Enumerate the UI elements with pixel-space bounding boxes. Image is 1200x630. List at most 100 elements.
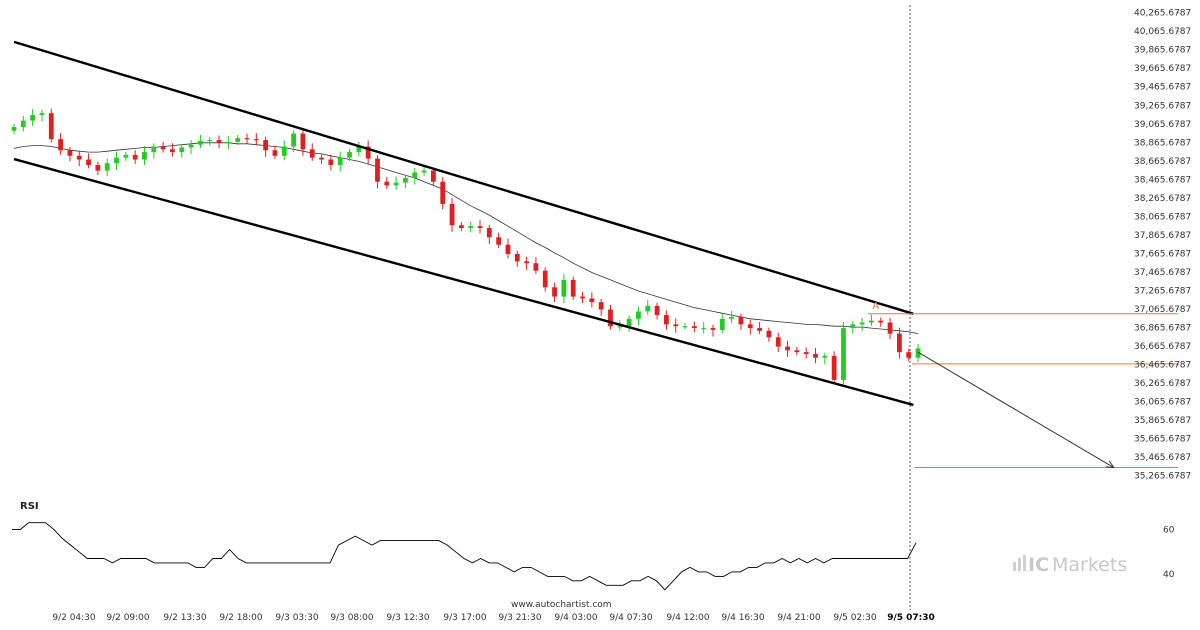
- candle-body: [570, 279, 576, 297]
- candle-body: [897, 333, 902, 353]
- candle-body: [757, 328, 762, 331]
- candle-body: [309, 149, 315, 158]
- y-tick-label: 37,265.6787: [1134, 286, 1191, 296]
- candle-body: [580, 296, 585, 299]
- candle-body: [505, 244, 511, 254]
- candle-body: [869, 320, 874, 323]
- candle-body: [859, 322, 865, 325]
- candle-body: [654, 305, 660, 316]
- moving-average-series: [13, 142, 919, 334]
- candle-body: [58, 139, 63, 151]
- candle-body: [803, 352, 809, 355]
- candle-body: [831, 355, 837, 380]
- y-tick-label: 35,665.6787: [1134, 435, 1191, 445]
- candle-body: [598, 302, 604, 310]
- y-tick-label: 36,065.6787: [1134, 398, 1191, 408]
- candle-body: [626, 318, 632, 327]
- y-tick-label: 36,265.6787: [1134, 379, 1191, 389]
- candle-body: [356, 146, 362, 153]
- candle-body: [542, 270, 548, 288]
- x-tick-label: 9/2 13:30: [163, 613, 207, 623]
- candle-body: [747, 324, 753, 329]
- candle-body: [95, 165, 101, 171]
- x-tick-label: 9/5 02:30: [833, 613, 877, 623]
- candle-body: [664, 315, 669, 325]
- candle-body: [375, 158, 380, 182]
- y-tick-label: 38,665.6787: [1134, 157, 1191, 167]
- rsi-line: [12, 522, 917, 591]
- y-tick-label: 39,465.6787: [1134, 83, 1191, 93]
- candle-body: [39, 113, 45, 116]
- y-tick-label: 37,865.6787: [1134, 231, 1191, 241]
- candle-body: [337, 157, 343, 166]
- y-tick-label: 35,465.6787: [1134, 453, 1191, 463]
- candle-body: [253, 139, 259, 141]
- y-tick-label: 36,465.6787: [1134, 361, 1191, 371]
- target-levels: A: [868, 301, 1178, 469]
- y-tick-label: 40,265.6787: [1134, 9, 1191, 19]
- y-tick-label: 36,865.6787: [1134, 324, 1191, 334]
- candle-body: [701, 328, 707, 330]
- bars-icon: [1013, 555, 1026, 571]
- candle-body: [906, 352, 912, 358]
- candle-body: [449, 203, 455, 226]
- rsi-tick-label: 60: [1163, 525, 1175, 535]
- candle-body: [76, 155, 82, 160]
- candle-body: [710, 328, 716, 330]
- candle-body: [719, 318, 725, 330]
- candle-body: [114, 157, 119, 164]
- candle-body: [281, 146, 287, 156]
- y-tick-label: 40,065.6787: [1134, 27, 1191, 37]
- candle-body: [216, 140, 222, 143]
- x-tick-label: 9/4 12:00: [666, 613, 710, 623]
- candle-body: [645, 305, 651, 312]
- candle-body: [822, 355, 828, 358]
- channel-upper-line: [13, 40, 914, 315]
- x-tick-label: 9/3 03:30: [275, 613, 319, 623]
- x-axis: 9/2 04:30 9/2 09:00 9/2 13:30 9/2 18:00 9/3 …: [52, 613, 934, 623]
- x-tick-label: 9/3 12:30: [386, 613, 430, 623]
- candle-body: [477, 226, 483, 229]
- channel-lower-line: [13, 157, 914, 407]
- candle-body: [813, 354, 818, 358]
- candle-body: [179, 147, 185, 153]
- candle-body: [421, 170, 427, 173]
- x-tick-label: 9/3 08:00: [330, 613, 374, 623]
- y-tick-label: 39,265.6787: [1134, 101, 1191, 111]
- source-credit: www.autochartist.com: [511, 600, 612, 610]
- candle-body: [207, 140, 213, 142]
- candle-body: [244, 138, 250, 140]
- candle-body: [328, 159, 334, 166]
- candle-body: [300, 133, 306, 150]
- candle-body: [188, 144, 194, 148]
- candle-body: [30, 115, 36, 121]
- brand-markets: Markets: [1052, 554, 1127, 576]
- candle-body: [524, 261, 529, 264]
- y-tick-label: 38,065.6787: [1134, 212, 1191, 222]
- rsi-tick-label: 40: [1163, 570, 1175, 580]
- candle-body: [878, 320, 884, 323]
- rsi-title: RSI: [20, 501, 39, 512]
- y-tick-label: 38,465.6787: [1134, 175, 1191, 185]
- x-tick-label: 9/2 09:00: [106, 613, 150, 623]
- candle-body: [160, 146, 166, 150]
- candle-body: [617, 326, 623, 328]
- x-tick-label: 9/4 21:00: [777, 613, 821, 623]
- candle-body: [142, 152, 147, 160]
- candle-body: [431, 170, 436, 182]
- y-tick-label: 37,065.6787: [1134, 305, 1191, 315]
- candle-body: [561, 279, 567, 297]
- candle-body: [915, 348, 921, 358]
- x-tick-label: 9/3 17:00: [443, 613, 487, 623]
- candle-body: [319, 157, 324, 160]
- candle-body: [403, 178, 408, 183]
- candle-body: [841, 328, 846, 380]
- candle-body: [384, 181, 390, 186]
- candle-body: [486, 228, 492, 238]
- candle-body: [682, 326, 688, 328]
- brand-logo: IC Markets: [1013, 554, 1127, 576]
- candle-body: [552, 287, 557, 297]
- y-tick-label: 39,665.6787: [1134, 64, 1191, 74]
- x-tick-label: 9/2 04:30: [52, 613, 96, 623]
- candle-body: [887, 322, 893, 334]
